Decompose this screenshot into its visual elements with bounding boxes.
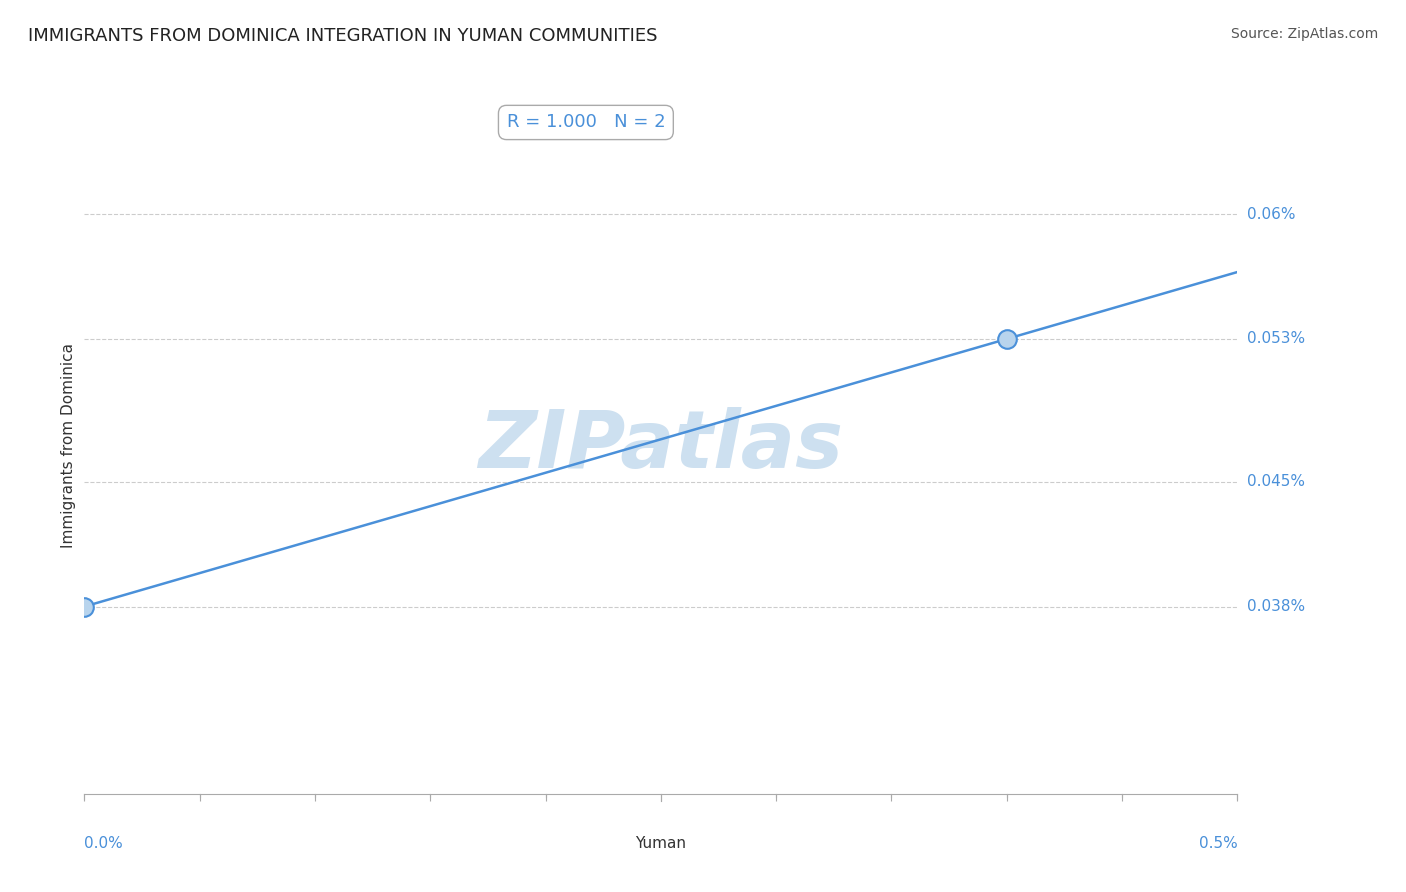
Text: R = 1.000   N = 2: R = 1.000 N = 2 bbox=[506, 113, 665, 131]
Text: 0.045%: 0.045% bbox=[1247, 475, 1305, 489]
Text: 0.038%: 0.038% bbox=[1247, 599, 1305, 614]
Text: ZIPatlas: ZIPatlas bbox=[478, 407, 844, 485]
Text: 0.053%: 0.053% bbox=[1247, 332, 1305, 346]
Text: 0.0%: 0.0% bbox=[84, 836, 124, 851]
Text: 0.5%: 0.5% bbox=[1198, 836, 1237, 851]
Point bbox=[995, 332, 1018, 346]
Text: Source: ZipAtlas.com: Source: ZipAtlas.com bbox=[1230, 27, 1378, 41]
Text: 0.06%: 0.06% bbox=[1247, 207, 1295, 221]
Text: Yuman: Yuman bbox=[636, 836, 686, 851]
Point bbox=[73, 599, 96, 614]
Text: IMMIGRANTS FROM DOMINICA INTEGRATION IN YUMAN COMMUNITIES: IMMIGRANTS FROM DOMINICA INTEGRATION IN … bbox=[28, 27, 658, 45]
Y-axis label: Immigrants from Dominica: Immigrants from Dominica bbox=[60, 343, 76, 549]
